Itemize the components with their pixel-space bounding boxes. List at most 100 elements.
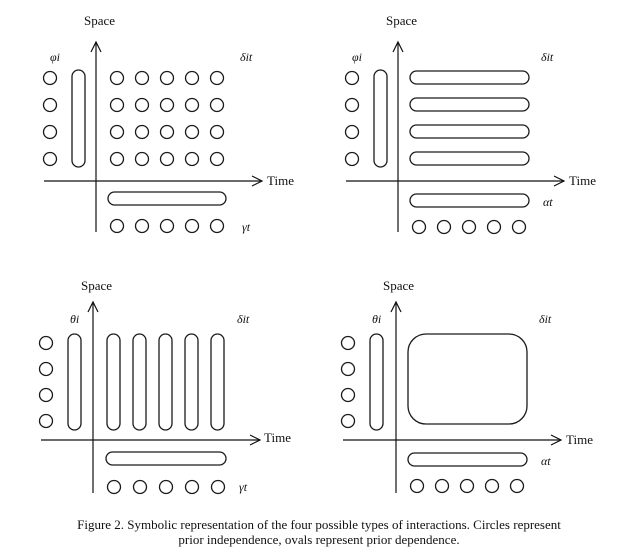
circle bbox=[340, 387, 356, 403]
circle bbox=[159, 97, 175, 113]
bottom-symbol: γt bbox=[239, 480, 248, 494]
right-symbol: δit bbox=[240, 50, 253, 64]
vertical-oval bbox=[369, 333, 384, 431]
time-axis-arrow bbox=[550, 434, 563, 446]
circle bbox=[134, 124, 150, 140]
circle bbox=[340, 361, 356, 377]
row-oval bbox=[409, 97, 530, 112]
right-symbol: δit bbox=[237, 312, 250, 326]
column-oval bbox=[106, 333, 121, 431]
circle bbox=[486, 219, 502, 235]
horizontal-oval bbox=[105, 451, 227, 466]
left-circles bbox=[340, 335, 356, 429]
left-symbol: θi bbox=[70, 312, 79, 326]
bottom-circles bbox=[109, 218, 225, 234]
circle bbox=[38, 387, 54, 403]
circle bbox=[38, 413, 54, 429]
panel-2: Space Time φi δit αt bbox=[344, 13, 596, 235]
circle bbox=[38, 335, 54, 351]
left-circles bbox=[344, 70, 360, 167]
circle bbox=[134, 151, 150, 167]
circle bbox=[209, 97, 225, 113]
left-symbol: φi bbox=[352, 50, 362, 64]
circle bbox=[209, 124, 225, 140]
time-axis-arrow bbox=[249, 434, 262, 446]
bottom-circles bbox=[409, 478, 525, 494]
circle bbox=[509, 478, 525, 494]
bottom-symbol: αt bbox=[543, 195, 553, 209]
left-symbol: θi bbox=[372, 312, 381, 326]
space-label: Space bbox=[383, 278, 414, 293]
space-axis-arrow bbox=[390, 300, 402, 313]
panel-4: Space Time θi δit αt bbox=[340, 278, 593, 494]
circle bbox=[436, 219, 452, 235]
row-oval bbox=[409, 124, 530, 139]
circle bbox=[184, 124, 200, 140]
circle bbox=[38, 361, 54, 377]
row-oval bbox=[409, 151, 530, 166]
vertical-oval bbox=[373, 69, 388, 168]
figure-caption: Figure 2. Symbolic representation of the… bbox=[0, 517, 638, 547]
circle bbox=[340, 335, 356, 351]
time-axis-arrow bbox=[553, 175, 566, 187]
bottom-circles bbox=[411, 219, 527, 235]
circle bbox=[459, 478, 475, 494]
space-label: Space bbox=[386, 13, 417, 28]
circle bbox=[209, 218, 225, 234]
circle bbox=[132, 479, 148, 495]
circle bbox=[461, 219, 477, 235]
interaction-row-ovals bbox=[409, 70, 530, 166]
circle bbox=[184, 479, 200, 495]
left-symbol: φi bbox=[50, 50, 60, 64]
circle bbox=[159, 70, 175, 86]
circle bbox=[109, 70, 125, 86]
circle bbox=[109, 97, 125, 113]
horizontal-oval bbox=[407, 452, 528, 467]
row-oval bbox=[409, 70, 530, 85]
caption-line-1: Figure 2. Symbolic representation of the… bbox=[77, 517, 561, 532]
bottom-symbol: αt bbox=[541, 454, 551, 468]
vertical-oval bbox=[67, 333, 82, 431]
time-label: Time bbox=[267, 173, 294, 188]
column-oval bbox=[132, 333, 147, 431]
caption-line-2: prior independence, ovals represent prio… bbox=[178, 532, 460, 547]
time-axis-arrow bbox=[251, 175, 264, 187]
vertical-oval bbox=[71, 69, 86, 168]
time-label: Time bbox=[566, 432, 593, 447]
circle bbox=[134, 218, 150, 234]
interaction-column-ovals bbox=[106, 333, 225, 431]
circle bbox=[409, 478, 425, 494]
circle bbox=[42, 124, 58, 140]
bottom-circles bbox=[106, 479, 226, 495]
right-symbol: δit bbox=[541, 50, 554, 64]
circle bbox=[159, 218, 175, 234]
space-axis-arrow bbox=[392, 40, 404, 53]
circle bbox=[411, 219, 427, 235]
space-axis-arrow bbox=[90, 40, 102, 53]
circle bbox=[42, 70, 58, 86]
circle bbox=[184, 218, 200, 234]
circle bbox=[184, 151, 200, 167]
space-axis-arrow bbox=[87, 300, 99, 313]
circle bbox=[344, 97, 360, 113]
circle bbox=[209, 151, 225, 167]
circle bbox=[344, 124, 360, 140]
time-label: Time bbox=[569, 173, 596, 188]
column-oval bbox=[158, 333, 173, 431]
interaction-circle-grid bbox=[109, 70, 225, 167]
circle bbox=[184, 70, 200, 86]
circle bbox=[484, 478, 500, 494]
horizontal-oval bbox=[409, 193, 530, 208]
column-oval bbox=[184, 333, 199, 431]
circle bbox=[134, 97, 150, 113]
circle bbox=[210, 479, 226, 495]
circle bbox=[42, 97, 58, 113]
circle bbox=[42, 151, 58, 167]
circle bbox=[134, 70, 150, 86]
circle bbox=[159, 151, 175, 167]
time-label: Time bbox=[264, 430, 291, 445]
interaction-block-oval bbox=[407, 333, 528, 425]
column-oval bbox=[210, 333, 225, 431]
circle bbox=[109, 218, 125, 234]
